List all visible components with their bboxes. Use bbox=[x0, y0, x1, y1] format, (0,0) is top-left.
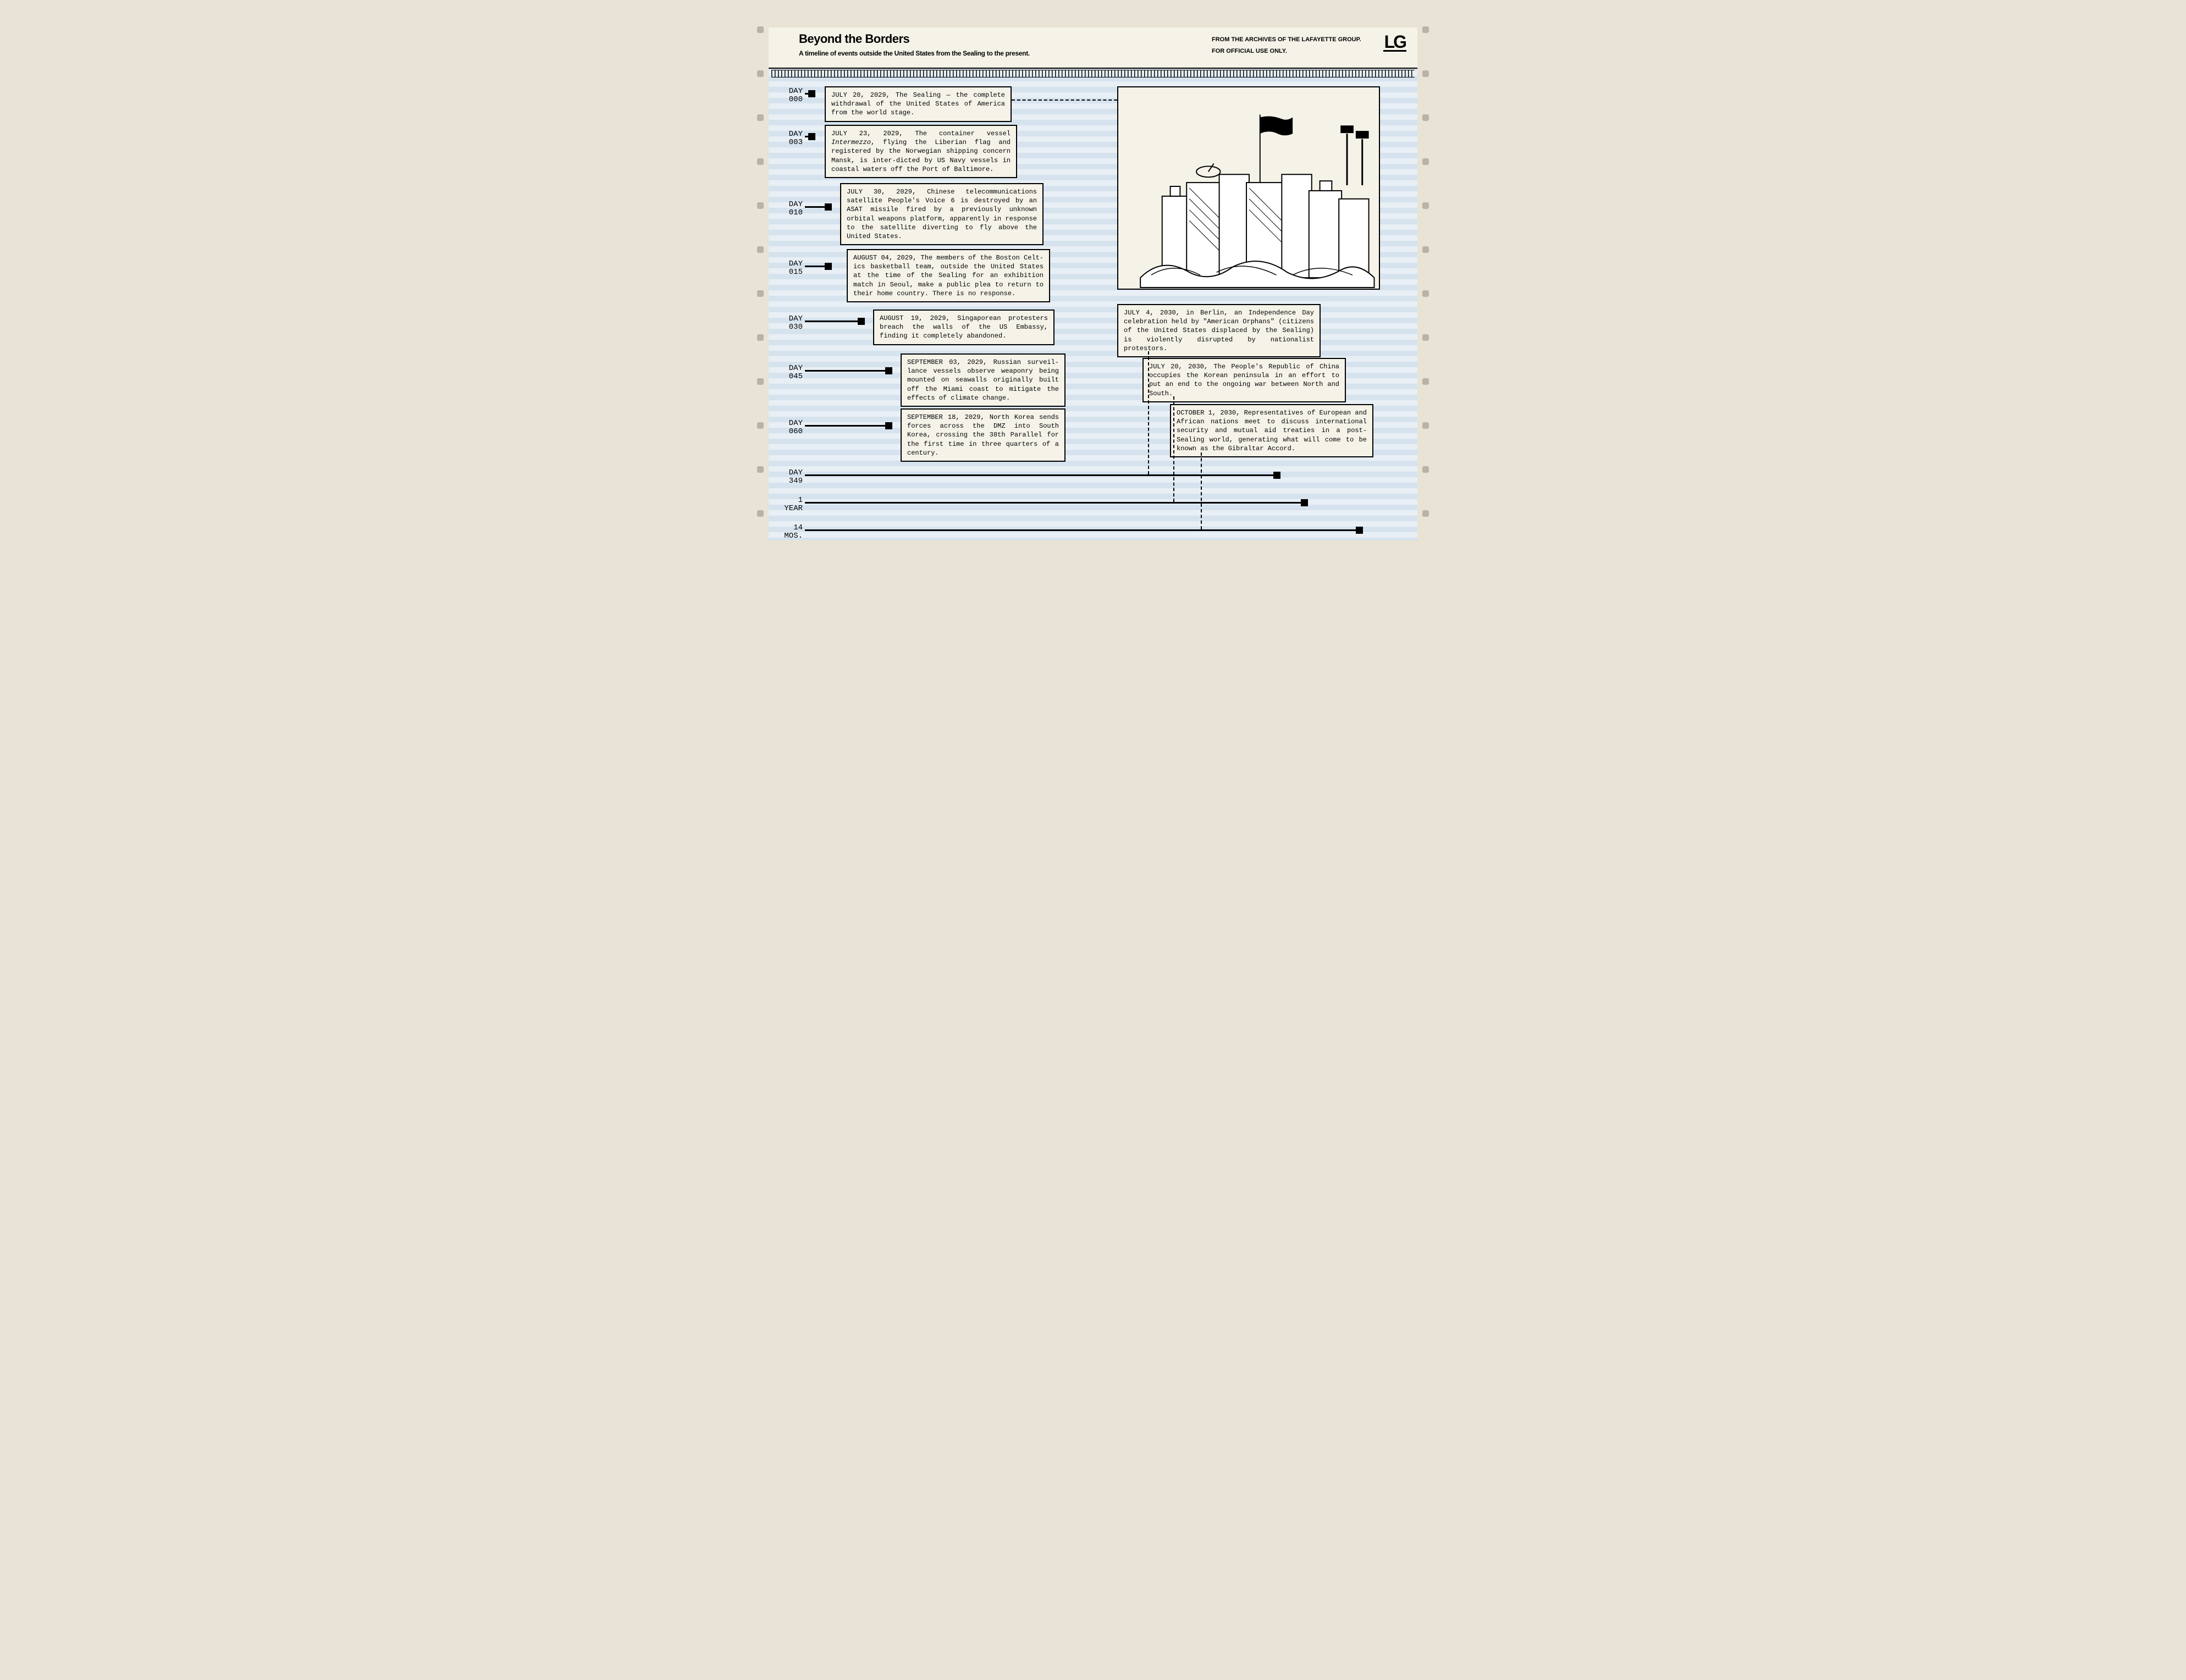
bar-day-349 bbox=[805, 474, 1278, 476]
dash-v-year bbox=[1173, 396, 1174, 502]
bar-14-mos bbox=[805, 529, 1360, 531]
marker-day-045 bbox=[885, 367, 892, 374]
event-day-045: SEPTEMBER 03, 2029, Russian surveil-lanc… bbox=[901, 353, 1066, 407]
sealing-illustration bbox=[1117, 86, 1380, 290]
page: Beyond the Borders A timeline of events … bbox=[752, 16, 1434, 540]
label-day-045: DAY 045 bbox=[780, 364, 803, 382]
bar-day-045 bbox=[805, 370, 890, 372]
event-14-mos: OCTOBER 1, 2030, Representatives of Euro… bbox=[1170, 404, 1373, 457]
meta-line-2: FOR OFFICIAL USE ONLY. bbox=[1212, 46, 1361, 57]
label-day-015: DAY 015 bbox=[780, 260, 803, 277]
dash-v-349 bbox=[1148, 351, 1149, 474]
event-day-010: JULY 30, 2029, Chinese telecommunication… bbox=[840, 183, 1044, 245]
event-003-ital: Intermezzo bbox=[831, 139, 871, 146]
event-day-015: AUGUST 04, 2029, The members of the Bost… bbox=[847, 249, 1050, 302]
label-day-003: DAY 003 bbox=[780, 130, 803, 147]
label-14-mos: 14 MOS. bbox=[780, 524, 803, 541]
bar-day-030 bbox=[805, 320, 862, 322]
event-1-year: JULY 20, 2030, The People's Republic of … bbox=[1142, 358, 1346, 402]
event-day-349: JULY 4, 2030, in Berlin, an Independence… bbox=[1117, 304, 1321, 357]
dash-to-illustration bbox=[1012, 100, 1117, 101]
header-left: Beyond the Borders A timeline of events … bbox=[799, 32, 1030, 68]
marker-day-030 bbox=[858, 318, 865, 325]
logo: LG bbox=[1383, 34, 1406, 52]
page-subtitle: A timeline of events outside the United … bbox=[799, 49, 1030, 57]
event-day-030: AUGUST 19, 2029, Singaporean protesters … bbox=[873, 310, 1055, 345]
header-meta: FROM THE ARCHIVES OF THE LAFAYETTE GROUP… bbox=[1212, 34, 1361, 57]
header-right: FROM THE ARCHIVES OF THE LAFAYETTE GROUP… bbox=[1212, 32, 1406, 68]
page-title: Beyond the Borders bbox=[799, 32, 1030, 46]
bar-1-year bbox=[805, 502, 1305, 504]
header: Beyond the Borders A timeline of events … bbox=[769, 27, 1417, 69]
label-day-030: DAY 030 bbox=[780, 315, 803, 332]
marker-day-015 bbox=[825, 263, 832, 270]
event-day-000: JULY 20, 2029, The Sealing — the complet… bbox=[825, 86, 1012, 122]
event-day-060: SEPTEMBER 18, 2029, North Korea sends fo… bbox=[901, 408, 1066, 462]
marker-day-000 bbox=[808, 90, 815, 97]
marker-day-010 bbox=[825, 203, 832, 211]
label-day-010: DAY 010 bbox=[780, 201, 803, 218]
dash-v-14mo bbox=[1201, 452, 1202, 529]
label-day-000: DAY 000 bbox=[780, 87, 803, 104]
illustration-svg bbox=[1118, 87, 1379, 289]
bar-day-060 bbox=[805, 425, 890, 427]
marker-1-year bbox=[1301, 499, 1308, 506]
event-003-pre: JULY 23, 2029, The container vessel bbox=[831, 130, 1011, 137]
label-day-349: DAY 349 bbox=[780, 469, 803, 486]
perforation-right bbox=[1417, 16, 1434, 540]
marker-day-003 bbox=[808, 133, 815, 140]
label-1-year: 1 YEAR bbox=[780, 496, 803, 513]
perforation-left bbox=[752, 16, 769, 540]
timeline-content: DAY 000 JULY 20, 2029, The Sealing — the… bbox=[769, 80, 1417, 535]
event-day-003: JULY 23, 2029, The container vessel Inte… bbox=[825, 125, 1017, 178]
marker-14-mos bbox=[1356, 527, 1363, 534]
label-day-060: DAY 060 bbox=[780, 419, 803, 436]
marker-day-349 bbox=[1273, 472, 1280, 479]
meta-line-1: FROM THE ARCHIVES OF THE LAFAYETTE GROUP… bbox=[1212, 34, 1361, 46]
marker-day-060 bbox=[885, 422, 892, 429]
tick-strip bbox=[771, 70, 1415, 78]
